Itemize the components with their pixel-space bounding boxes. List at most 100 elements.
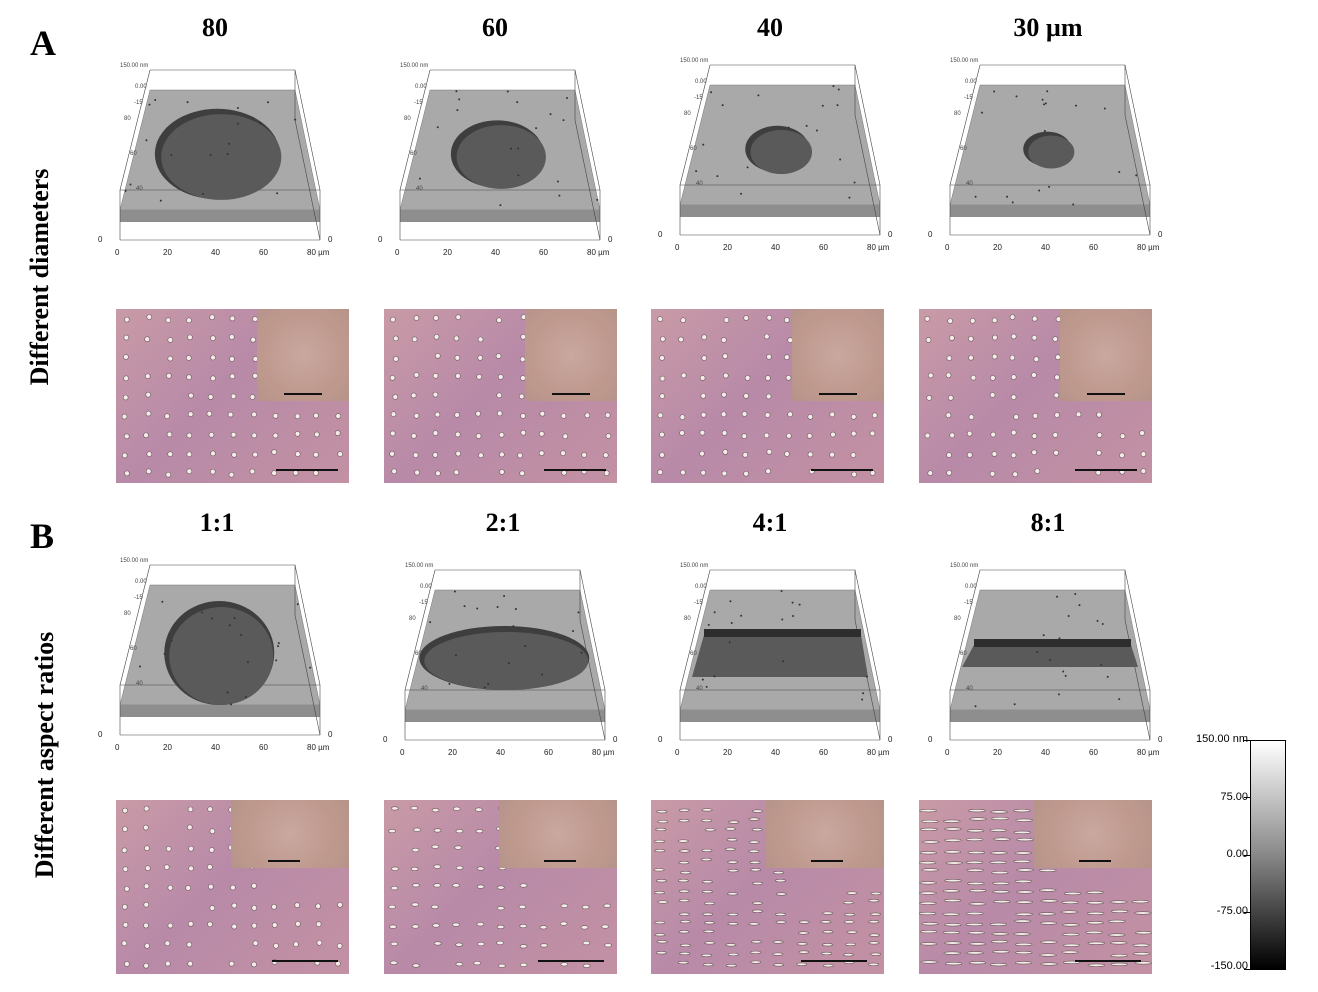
- afm-y-inner-tick: 60: [130, 646, 137, 652]
- micro-feature: [1063, 944, 1080, 947]
- micro-feature: [678, 961, 688, 964]
- afm-z-max: 150.00 nm: [120, 558, 148, 564]
- micro-feature: [186, 355, 191, 360]
- afm-speck: [781, 618, 783, 620]
- micro-feature: [455, 432, 460, 437]
- micro-feature: [922, 820, 939, 823]
- afm-speck: [1046, 90, 1048, 92]
- afm-x-tick: 60: [819, 243, 828, 252]
- micro-feature: [1111, 963, 1128, 966]
- micro-feature: [773, 964, 783, 967]
- micro-feature: [1017, 891, 1034, 894]
- scale-bar: [272, 960, 338, 962]
- afm-x-tick: 0: [400, 748, 405, 757]
- micro-feature: [947, 470, 952, 475]
- micro-feature: [521, 413, 526, 418]
- micro-feature: [434, 884, 441, 888]
- afm-speck: [145, 139, 147, 141]
- micro-feature: [314, 413, 319, 418]
- afm-x-tick: 40: [211, 743, 220, 752]
- col-title-40: 40: [690, 13, 850, 43]
- micro-feature: [295, 921, 300, 926]
- afm-x-tick: 60: [544, 748, 553, 757]
- micro-feature: [122, 453, 127, 458]
- micro-feature: [950, 433, 955, 438]
- micro-feature: [1086, 931, 1103, 934]
- micro-feature: [728, 913, 738, 916]
- micro-feature: [208, 922, 213, 927]
- micro-feature: [728, 953, 738, 956]
- scale-bar: [811, 469, 873, 471]
- micro-feature: [498, 964, 505, 968]
- micro-feature: [847, 931, 857, 934]
- micro-feature: [1015, 961, 1032, 964]
- micro-feature: [970, 818, 987, 821]
- micro-feature: [476, 411, 481, 416]
- micro-feature: [922, 869, 939, 872]
- micro-feature: [389, 905, 396, 909]
- colorbar-tick: [1244, 740, 1250, 741]
- micro-feature: [1097, 412, 1102, 417]
- micro-feature: [207, 411, 212, 416]
- micro-feature: [187, 942, 192, 947]
- micro-feature: [870, 913, 880, 916]
- micro-feature: [784, 451, 789, 456]
- micro-feature: [679, 809, 689, 812]
- scale-bar: [544, 469, 606, 471]
- micro-feature: [742, 434, 747, 439]
- micro-feature: [295, 431, 300, 436]
- col-title-2-1: 2:1: [423, 508, 583, 538]
- micro-feature: [992, 354, 997, 359]
- afm-speck: [782, 660, 784, 662]
- micro-feature: [123, 827, 128, 832]
- micro-feature: [679, 913, 689, 916]
- afm-speck: [275, 659, 277, 661]
- inset-scale-bar: [284, 393, 322, 395]
- micro-feature: [767, 315, 772, 320]
- micro-feature: [168, 337, 173, 342]
- micro-feature: [539, 431, 544, 436]
- micro-feature: [742, 411, 747, 416]
- afm-speck: [975, 705, 977, 707]
- micro-feature: [992, 335, 997, 340]
- micro-feature: [945, 828, 962, 831]
- micro-feature: [993, 890, 1010, 893]
- micro-feature: [744, 315, 749, 320]
- micro-feature: [168, 452, 173, 457]
- micro-feature: [602, 925, 609, 929]
- micro-feature: [920, 930, 937, 933]
- micro-feature: [1135, 962, 1152, 965]
- afm-x-tick: 0: [395, 248, 400, 257]
- micro-feature: [520, 963, 527, 967]
- afm-speck: [1042, 99, 1044, 101]
- micro-feature: [435, 412, 440, 417]
- afm-y-inner-tick: 80: [404, 116, 411, 122]
- afm-x-tick: 20: [163, 248, 172, 257]
- micro-feature: [1011, 375, 1016, 380]
- afm-y-inner-tick: 40: [136, 681, 143, 687]
- micro-feature: [721, 338, 726, 343]
- micro-feature: [749, 850, 759, 853]
- afm-surface-edge: [680, 205, 880, 217]
- micro-feature: [752, 828, 762, 831]
- micro-feature: [188, 961, 193, 966]
- micro-feature: [725, 828, 735, 831]
- micro-feature: [1135, 931, 1152, 934]
- micro-feature: [920, 882, 937, 885]
- afm-speck: [484, 687, 486, 689]
- micro-feature: [230, 374, 235, 379]
- afm-y-tick: 0: [658, 735, 663, 744]
- micro-feature: [477, 374, 482, 379]
- micro-feature: [187, 335, 192, 340]
- micro-feature: [168, 885, 173, 890]
- micro-feature: [1111, 954, 1128, 957]
- micro-feature: [145, 943, 150, 948]
- micro-feature: [807, 433, 812, 438]
- micro-feature: [1010, 355, 1015, 360]
- micro-feature: [1062, 924, 1079, 927]
- afm-y-tick: 0: [98, 235, 103, 244]
- micro-feature: [391, 886, 398, 890]
- micro-feature: [928, 373, 933, 378]
- afm-surface-edge: [120, 705, 320, 717]
- afm-speck: [541, 674, 543, 676]
